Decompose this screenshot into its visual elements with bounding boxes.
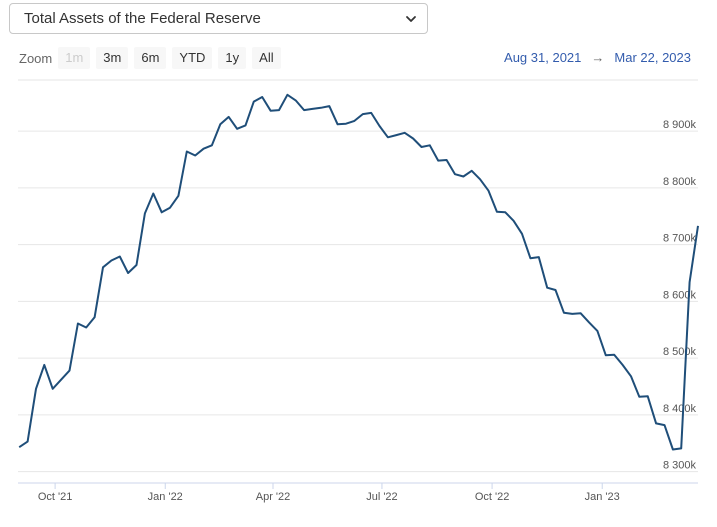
- x-tick-label: Jul '22: [366, 491, 397, 503]
- x-axis: Oct '21 Jan '22 Apr '22 Jul '22 Oct '22 Jan '…: [38, 483, 620, 503]
- zoom-label: Zoom: [19, 50, 53, 66]
- zoom-controls: Zoom 1m 3m 6m YTD 1y All: [19, 47, 287, 69]
- range-from[interactable]: Aug 31, 2021: [504, 50, 582, 65]
- zoom-all-button[interactable]: All: [252, 47, 281, 69]
- y-tick-label: 8 600k: [663, 289, 697, 301]
- x-tick-label: Jan '23: [585, 491, 620, 503]
- chevron-down-icon: [406, 16, 416, 22]
- series-select[interactable]: Total Assets of the Federal Reserve: [9, 3, 428, 34]
- series-select-value: Total Assets of the Federal Reserve: [24, 10, 261, 27]
- range-to[interactable]: Mar 22, 2023: [614, 50, 691, 65]
- x-tick-label: Oct '22: [475, 491, 510, 503]
- x-tick-label: Apr '22: [256, 491, 291, 503]
- x-tick-label: Oct '21: [38, 491, 73, 503]
- y-axis: 8 300k 8 400k 8 500k 8 600k 8 700k 8 800k 8 90…: [663, 119, 697, 472]
- zoom-1m-button[interactable]: 1m: [58, 47, 91, 69]
- zoom-ytd-button[interactable]: YTD: [172, 47, 213, 69]
- zoom-3m-button[interactable]: 3m: [96, 47, 129, 69]
- y-tick-label: 8 500k: [663, 346, 697, 358]
- y-tick-label: 8 900k: [663, 119, 697, 131]
- y-tick-label: 8 800k: [663, 176, 697, 188]
- y-tick-label: 8 700k: [663, 233, 697, 245]
- range-arrow: →: [591, 50, 605, 65]
- zoom-1y-button[interactable]: 1y: [218, 47, 247, 69]
- grid-lines: [18, 79, 698, 473]
- y-tick-label: 8 300k: [663, 460, 697, 472]
- y-tick-label: 8 400k: [663, 403, 697, 415]
- x-tick-label: Jan '22: [148, 491, 183, 503]
- date-range: Aug 31, 2021 → Mar 22, 2023: [504, 47, 691, 69]
- series-line-total-assets: [18, 93, 699, 451]
- zoom-6m-button[interactable]: 6m: [134, 47, 167, 69]
